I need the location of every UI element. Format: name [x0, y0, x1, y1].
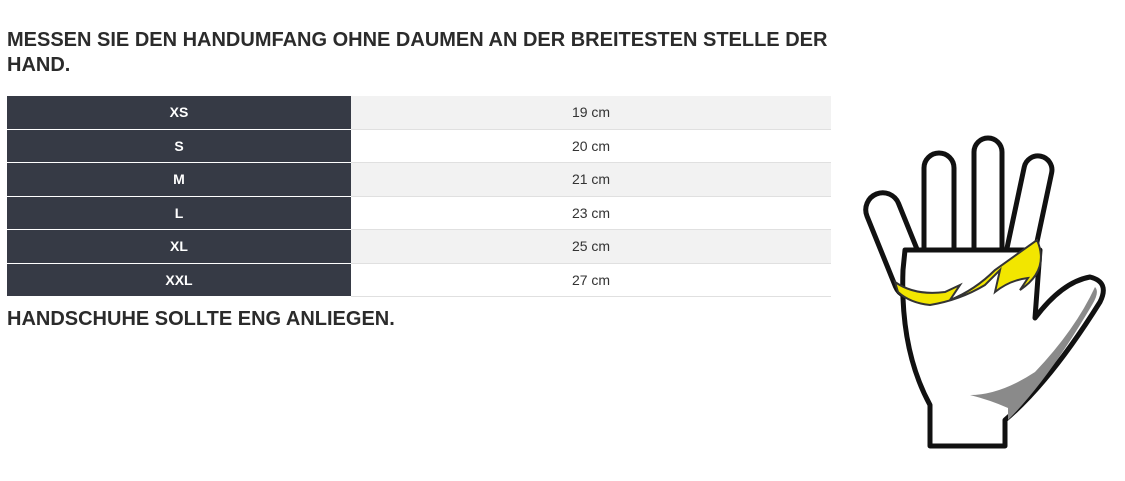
size-row: L 23 cm — [7, 196, 831, 230]
size-cell: L — [7, 196, 351, 230]
circumference-cell: 19 cm — [351, 96, 831, 130]
circumference-cell: 20 cm — [351, 129, 831, 163]
size-row: S 20 cm — [7, 129, 831, 163]
size-cell: M — [7, 162, 351, 197]
circumference-cell: 21 cm — [351, 162, 831, 197]
size-row: XXL 27 cm — [7, 263, 831, 297]
note: HANDSCHUHE SOLLTE ENG ANLIEGEN. — [7, 308, 395, 330]
size-cell: XXL — [7, 263, 351, 297]
size-row: M 21 cm — [7, 162, 831, 197]
size-row: XS 19 cm — [7, 96, 831, 130]
circumference-cell: 25 cm — [351, 229, 831, 264]
size-row: XL 25 cm — [7, 229, 831, 264]
size-cell: XL — [7, 229, 351, 264]
size-cell: S — [7, 129, 351, 163]
size-cell: XS — [7, 96, 351, 130]
circumference-cell: 23 cm — [351, 196, 831, 230]
size-table: XS 19 cm S 20 cm M 21 cm L 23 cm XL 25 cm XXL 27 cm — [7, 96, 831, 297]
heading: MESSEN SIE DEN HANDUMFANG OHNE DAUMEN AN… — [7, 29, 828, 76]
hand-illustration — [863, 135, 1106, 449]
circumference-cell: 27 cm — [351, 263, 831, 297]
